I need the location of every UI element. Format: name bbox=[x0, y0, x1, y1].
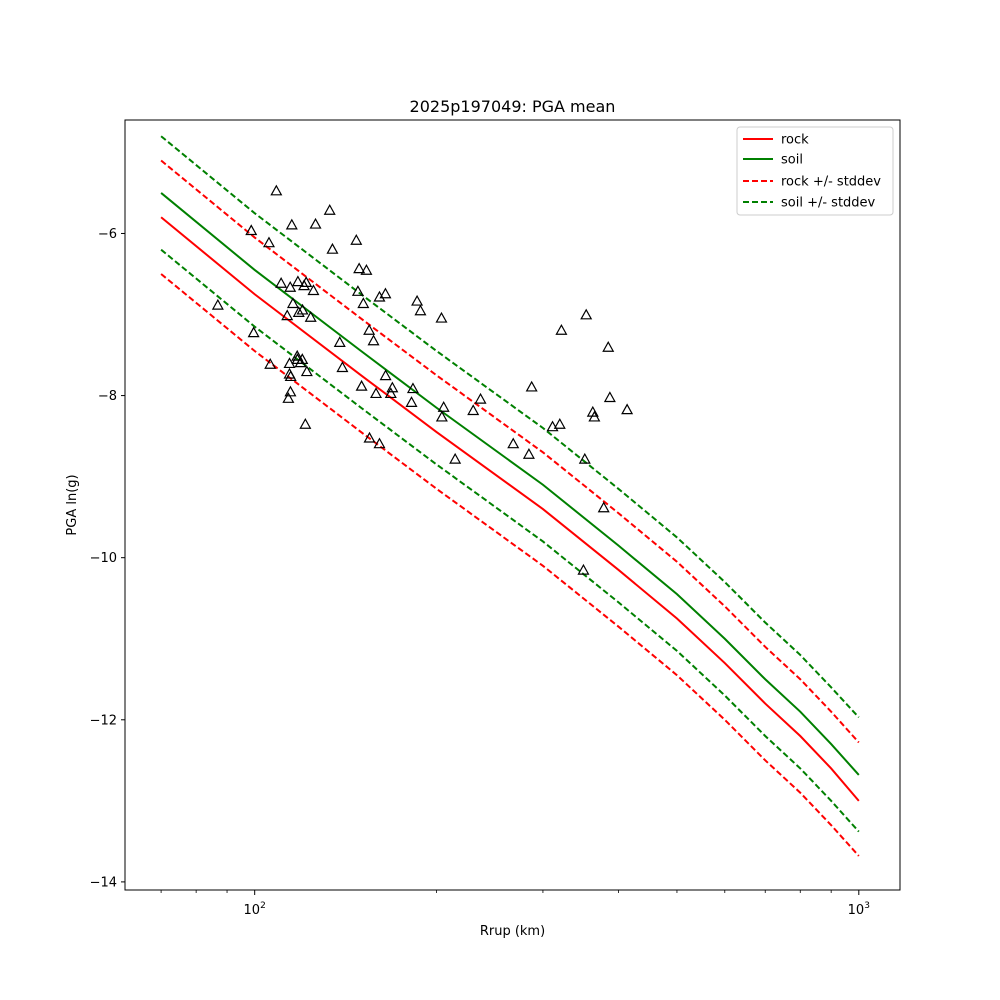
observation-marker bbox=[367, 334, 380, 346]
legend: rock soil rock +/- stddev soil +/- stdde… bbox=[736, 126, 894, 216]
observation-marker bbox=[621, 403, 634, 415]
observation-marker bbox=[384, 387, 397, 399]
observation-marker bbox=[264, 358, 277, 369]
series-line-rock-stddev-3 bbox=[160, 273, 860, 857]
observation-marker bbox=[406, 382, 419, 394]
observation-marker bbox=[284, 370, 297, 382]
axis-ticks: −14 −12 −10 −8 −6 102 103 bbox=[90, 227, 870, 918]
observation-marker bbox=[602, 341, 615, 352]
observation-marker bbox=[247, 326, 260, 338]
observation-marker bbox=[286, 297, 299, 309]
observation-marker bbox=[373, 290, 386, 302]
observation-marker bbox=[291, 275, 304, 287]
observation-marker bbox=[553, 418, 566, 429]
observation-marker bbox=[437, 400, 450, 412]
observation-marker bbox=[285, 218, 298, 230]
observation-marker bbox=[355, 379, 368, 391]
observation-marker bbox=[414, 304, 427, 316]
y-tick-label: −14 bbox=[90, 875, 117, 890]
observation-marker bbox=[298, 279, 311, 291]
series-line-soil-1 bbox=[160, 192, 860, 776]
y-tick-label: −6 bbox=[98, 227, 117, 242]
observation-marker bbox=[307, 284, 320, 296]
observation-marker bbox=[350, 234, 363, 245]
legend-label-soil: soil bbox=[781, 153, 803, 168]
observation-marker bbox=[603, 391, 616, 403]
series-line-soil-stddev-5 bbox=[160, 248, 860, 833]
observation-marker bbox=[363, 431, 376, 443]
observation-marker bbox=[467, 404, 480, 416]
observation-marker bbox=[363, 323, 376, 335]
observation-marker bbox=[270, 184, 283, 196]
observation-marker bbox=[281, 309, 294, 321]
series-line-rock-stddev-2 bbox=[160, 159, 860, 744]
observation-marker bbox=[411, 294, 424, 306]
observation-marker bbox=[275, 276, 288, 288]
x-tick-label: 103 bbox=[848, 901, 870, 918]
observation-marker bbox=[292, 306, 305, 317]
observation-marker bbox=[357, 297, 370, 309]
observation-marker bbox=[351, 285, 364, 296]
observation-marker bbox=[284, 281, 297, 292]
y-tick-label: −8 bbox=[98, 389, 117, 404]
observation-marker bbox=[580, 308, 593, 320]
observation-marker bbox=[507, 437, 520, 449]
observation-marker bbox=[379, 287, 392, 299]
observation-marker bbox=[323, 204, 336, 215]
legend-label-rock: rock bbox=[781, 133, 809, 148]
observation-marker bbox=[525, 380, 538, 392]
observation-marker bbox=[546, 420, 559, 432]
y-axis-label: PGA ln(g) bbox=[65, 474, 80, 535]
series-line-soil-stddev-4 bbox=[160, 135, 860, 719]
observation-marker bbox=[300, 365, 313, 377]
observation-marker bbox=[588, 410, 601, 422]
y-tick-label: −12 bbox=[90, 713, 117, 728]
observation-marker bbox=[245, 224, 258, 236]
observation-marker bbox=[211, 298, 224, 310]
observation-marker bbox=[522, 448, 535, 459]
plot-area bbox=[160, 135, 860, 857]
observation-marker bbox=[577, 563, 590, 575]
observation-marker bbox=[435, 410, 448, 422]
plot-inner bbox=[160, 135, 860, 857]
observation-marker bbox=[283, 357, 296, 369]
observation-marker bbox=[386, 381, 399, 393]
legend-box bbox=[736, 126, 894, 216]
y-tick-label: −10 bbox=[90, 551, 117, 566]
observation-marker bbox=[294, 356, 307, 368]
observation-marker bbox=[370, 387, 383, 399]
observation-marker bbox=[326, 242, 339, 254]
observation-marker bbox=[282, 392, 295, 403]
chart-title: 2025p197049: PGA mean bbox=[410, 97, 616, 116]
observation-marker bbox=[291, 349, 304, 361]
series-line-rock-0 bbox=[160, 216, 860, 802]
observation-marker bbox=[379, 369, 392, 381]
observation-marker bbox=[373, 437, 386, 449]
observation-marker bbox=[336, 361, 349, 373]
observation-marker bbox=[435, 311, 448, 323]
observation-marker bbox=[353, 262, 366, 274]
legend-label-soil-stddev: soil +/- stddev bbox=[781, 196, 876, 211]
observation-marker bbox=[586, 405, 599, 417]
observation-marker bbox=[360, 264, 373, 275]
observation-marker bbox=[309, 217, 322, 229]
observation-marker bbox=[299, 418, 312, 429]
plot-frame bbox=[124, 119, 901, 891]
x-axis-label: Rrup (km) bbox=[480, 924, 545, 939]
observation-marker bbox=[304, 311, 317, 322]
observation-marker bbox=[578, 452, 591, 464]
observation-marker bbox=[333, 336, 346, 347]
observation-marker bbox=[449, 452, 462, 464]
observation-marker bbox=[405, 396, 418, 407]
observation-marker bbox=[474, 392, 487, 404]
observation-marker bbox=[555, 323, 568, 335]
observation-marker bbox=[597, 501, 610, 513]
x-tick-label: 102 bbox=[244, 901, 266, 918]
observation-marker bbox=[262, 236, 275, 248]
legend-label-rock-stddev: rock +/- stddev bbox=[781, 175, 881, 190]
